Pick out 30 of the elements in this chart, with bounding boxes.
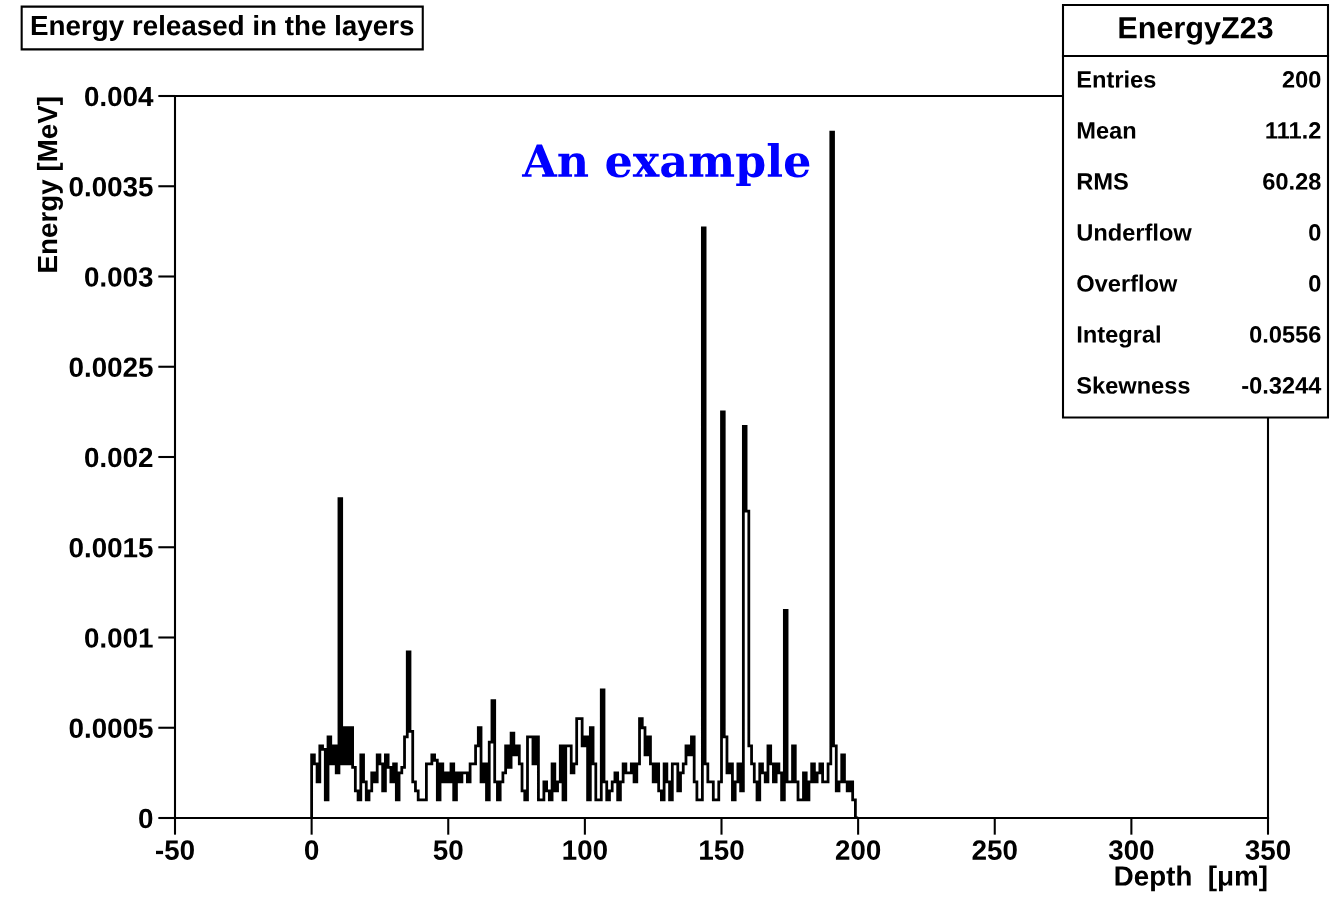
y-tick-label: 0.002 (85, 447, 153, 468)
y-tick-label: 0.0015 (69, 537, 153, 558)
x-axis-title: Depth [μm] (1115, 865, 1267, 892)
text: Underflow 0 (1077, 223, 1321, 241)
x-tick-label: -50 (156, 840, 194, 860)
x-tick-label: 200 (835, 840, 881, 860)
x-tick-label: 250 (972, 840, 1017, 860)
y-tick-label: 0.003 (85, 267, 153, 287)
annotation: An example (521, 143, 810, 187)
y-tick-label: 0.004 (85, 86, 154, 107)
text: Skewness -0.3244 (1076, 376, 1322, 394)
x-tick-label: 350 (1245, 840, 1291, 860)
x-tick-label: 0 (305, 840, 319, 860)
x-tick-label: 150 (700, 840, 744, 860)
y-tick-label: 0 (139, 808, 153, 829)
y-axis-title: Energy [MeV] (36, 97, 63, 272)
x-tick-label: 50 (433, 840, 463, 860)
text: Integral 0.0556 (1077, 325, 1321, 348)
y-tick-label: 0.001 (85, 628, 153, 648)
x-tick-label: 100 (563, 840, 607, 860)
text: RMS 60.28 (1077, 173, 1321, 190)
text: Entries 200 (1077, 70, 1321, 88)
y-tick-label: 0.0005 (69, 718, 153, 739)
text: EnergyZ23 (1119, 16, 1273, 45)
y-tick-label: 0.0025 (69, 357, 153, 378)
text: Mean 111.2 (1077, 122, 1321, 139)
x-tick-label: 300 (1108, 840, 1154, 860)
text: Overflow 0 (1077, 274, 1321, 292)
y-tick-label: 0.0035 (69, 176, 153, 197)
chart-title: Energy released in the layers (31, 14, 414, 42)
